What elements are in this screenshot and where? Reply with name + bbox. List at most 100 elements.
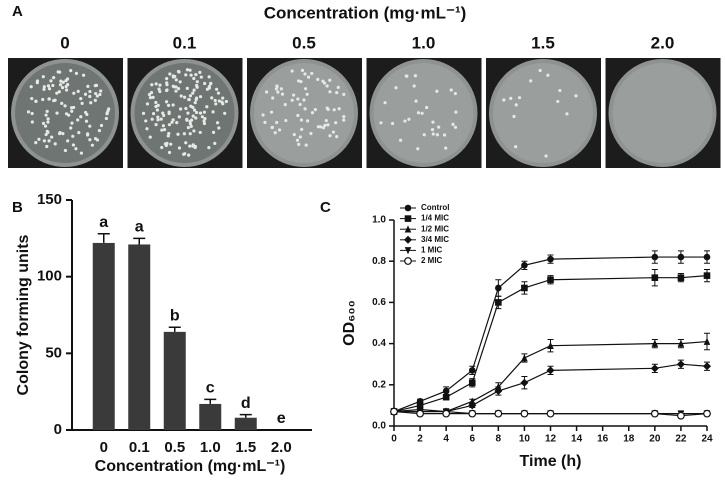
bar-annotation: a [135,219,144,236]
x-tick-label: 16 [597,434,609,445]
colony [198,111,203,115]
colony [192,88,196,92]
colony [390,121,395,126]
colony [335,135,339,139]
colony [156,115,160,119]
bar [163,331,186,430]
colony [179,94,183,98]
colony [95,138,100,142]
colony [292,133,296,137]
plate-label: 1.0 [412,33,436,52]
colony [403,119,407,123]
colony [79,96,83,101]
colony [145,127,149,131]
colony [88,89,92,94]
y-tick-label: 0.8 [372,256,386,267]
colony [444,146,448,150]
colony [188,132,192,136]
colony [47,87,52,91]
colony [558,88,562,93]
colony [449,88,453,92]
colony [147,92,152,97]
colony [263,120,267,124]
colony [188,122,192,126]
colony [46,117,50,121]
plate-agar [612,63,713,163]
colony [189,124,193,129]
colony [66,139,70,143]
colony [209,81,213,85]
x-tick-label: 14 [571,434,583,445]
colony [149,90,154,95]
colony [29,85,33,89]
colony [279,87,283,91]
point [703,272,711,279]
colony [178,80,182,84]
colony [442,133,447,137]
point [546,409,555,418]
y-axis-label: Colony forming units [15,234,32,395]
legend-marker [404,247,412,255]
colony [185,86,189,90]
colony [546,73,550,77]
colony [414,99,418,103]
colony [416,111,421,115]
x-tick-label: 2 [417,434,423,445]
colony [176,132,180,136]
plate-label: 0.1 [173,33,197,52]
colony [41,97,45,102]
colony [177,115,181,119]
colony [276,90,280,94]
colony [298,135,302,139]
colony [284,118,288,123]
colony [202,110,207,114]
point [651,253,659,261]
colony [185,117,189,121]
colony [453,91,457,96]
colony [544,154,548,158]
panel-label: B [12,199,23,216]
colony [324,119,328,123]
legend-label: 2 MIC [421,256,443,265]
point [703,337,711,345]
colony [63,148,68,153]
colony [296,113,300,118]
colony [194,72,198,77]
colony [158,83,162,87]
bar-annotation: c [206,380,215,397]
colony [57,90,61,94]
colony [61,132,65,136]
colony [186,111,190,115]
colony [167,150,172,155]
colony [64,84,68,89]
colony [85,112,89,117]
point [468,397,476,405]
colony [83,92,88,96]
colony [104,116,108,121]
bar-annotation: b [170,307,180,324]
colony [177,146,182,150]
legend-marker [404,235,412,244]
point [468,379,476,387]
error-bar [168,326,181,332]
colony [158,89,162,94]
colony [70,121,74,125]
colony [148,96,153,100]
colony [167,123,172,127]
colony [167,111,171,116]
legend-label: 1/2 MIC [421,224,449,233]
colony [86,84,90,89]
colony [154,100,158,105]
plate-agar [134,63,235,163]
colony [34,99,38,103]
colony [217,126,221,130]
colony [310,71,314,76]
point [521,284,528,292]
colony [188,144,192,148]
colony [277,128,282,132]
colony [194,110,199,115]
point [703,409,711,418]
colony [273,131,277,135]
bar-annotation: a [99,214,108,231]
bar-annotation: e [277,410,286,427]
